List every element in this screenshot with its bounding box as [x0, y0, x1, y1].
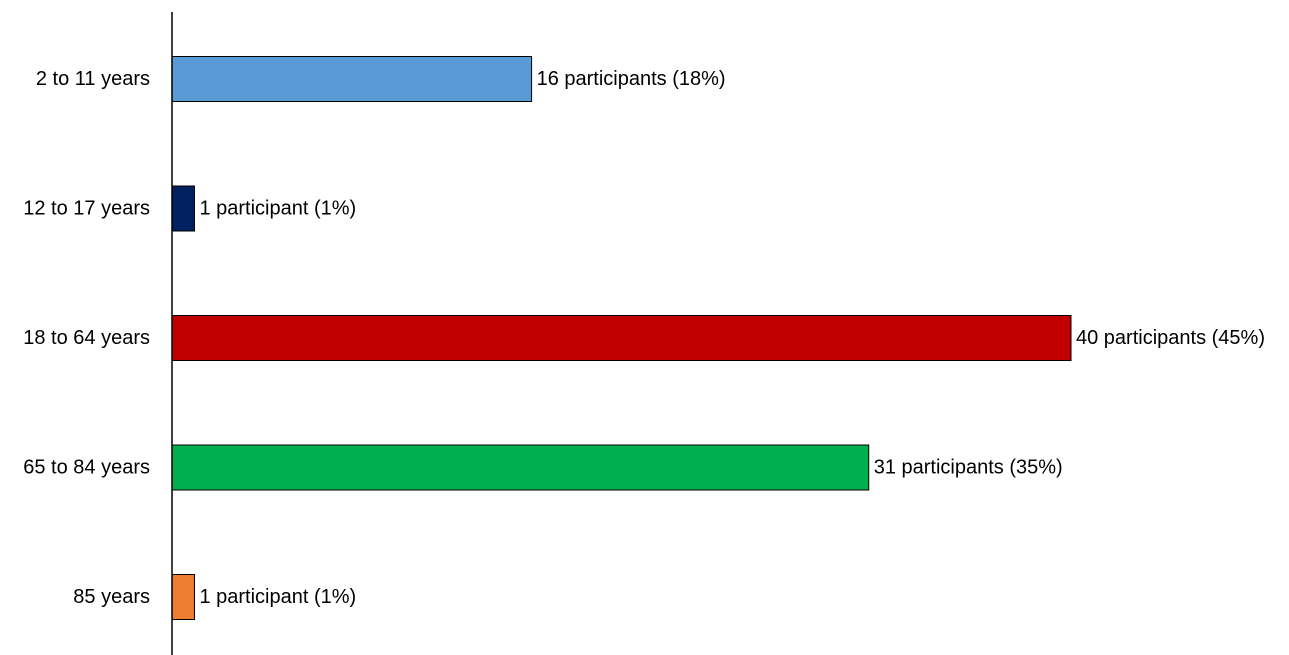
category-label-0: 2 to 11 years — [36, 68, 150, 90]
data-label-0: 16 participants (18%) — [537, 68, 726, 90]
bar-4 — [171, 574, 195, 620]
category-label-3: 65 to 84 years — [23, 457, 150, 479]
category-label-1: 12 to 17 years — [23, 198, 150, 220]
bar-1 — [171, 185, 195, 232]
category-label-4: 85 years — [73, 586, 150, 608]
bar-0 — [171, 56, 533, 102]
bar-3 — [171, 444, 870, 491]
bar-2 — [171, 315, 1072, 361]
data-label-2: 40 participants (45%) — [1076, 327, 1265, 349]
data-label-4: 1 participant (1%) — [199, 586, 356, 608]
data-label-3: 31 participants (35%) — [874, 457, 1063, 479]
labels-layer: 2 to 11 years 16 participants (18%) 12 to … — [23, 68, 1265, 608]
bars-layer — [171, 56, 1072, 620]
data-label-1: 1 participant (1%) — [199, 198, 356, 220]
category-label-2: 18 to 64 years — [23, 327, 150, 349]
